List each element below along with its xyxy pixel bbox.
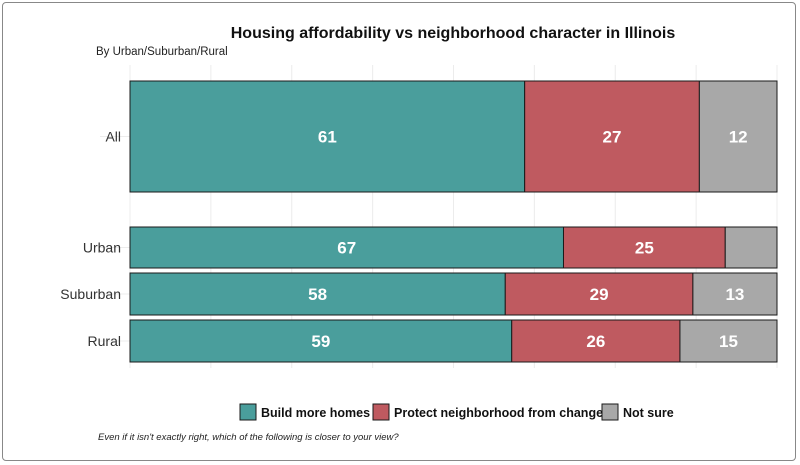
bars: 61 27 12 67 25 58 29 13 59 26 15 [129, 80, 778, 363]
value-label: 13 [725, 285, 744, 304]
value-label: 67 [337, 239, 356, 258]
value-label: 61 [318, 128, 337, 147]
value-label: 15 [719, 332, 738, 351]
legend-swatch [239, 403, 257, 421]
value-label: 25 [635, 239, 654, 258]
bar-segment [129, 319, 513, 363]
bar-segment [524, 80, 700, 193]
value-label: 29 [590, 285, 609, 304]
legend-label: Build more homes [261, 406, 370, 420]
chart-title: Housing affordability vs neighborhood ch… [231, 25, 676, 42]
category-labels: All Urban Suburban Rural [60, 129, 121, 350]
legend-swatch [372, 403, 390, 421]
bar-segment [724, 226, 778, 269]
value-label: 27 [603, 128, 622, 147]
category-label: Suburban [60, 286, 121, 302]
bar-segment [129, 272, 506, 316]
chart-subtitle: By Urban/Suburban/Rural [96, 46, 228, 58]
bar-segment [511, 319, 681, 363]
legend-label: Not sure [623, 406, 674, 420]
value-label: 58 [308, 285, 327, 304]
value-label: 26 [586, 332, 605, 351]
bar-segment [504, 272, 694, 316]
question-note: Even if it isn't exactly right, which of… [98, 432, 399, 443]
legend-swatch [601, 403, 619, 421]
value-label: 12 [729, 128, 748, 147]
legend: Build more homes Protect neighborhood fro… [239, 403, 674, 421]
category-label: All [105, 129, 121, 145]
category-label: Urban [83, 240, 121, 256]
legend-label: Protect neighborhood from change [394, 406, 603, 420]
bar-segment [679, 319, 778, 363]
category-label: Rural [88, 333, 121, 349]
bar-segment [692, 272, 778, 316]
bar-segment [129, 80, 526, 193]
bar-segment [698, 80, 778, 193]
value-label: 59 [311, 332, 330, 351]
